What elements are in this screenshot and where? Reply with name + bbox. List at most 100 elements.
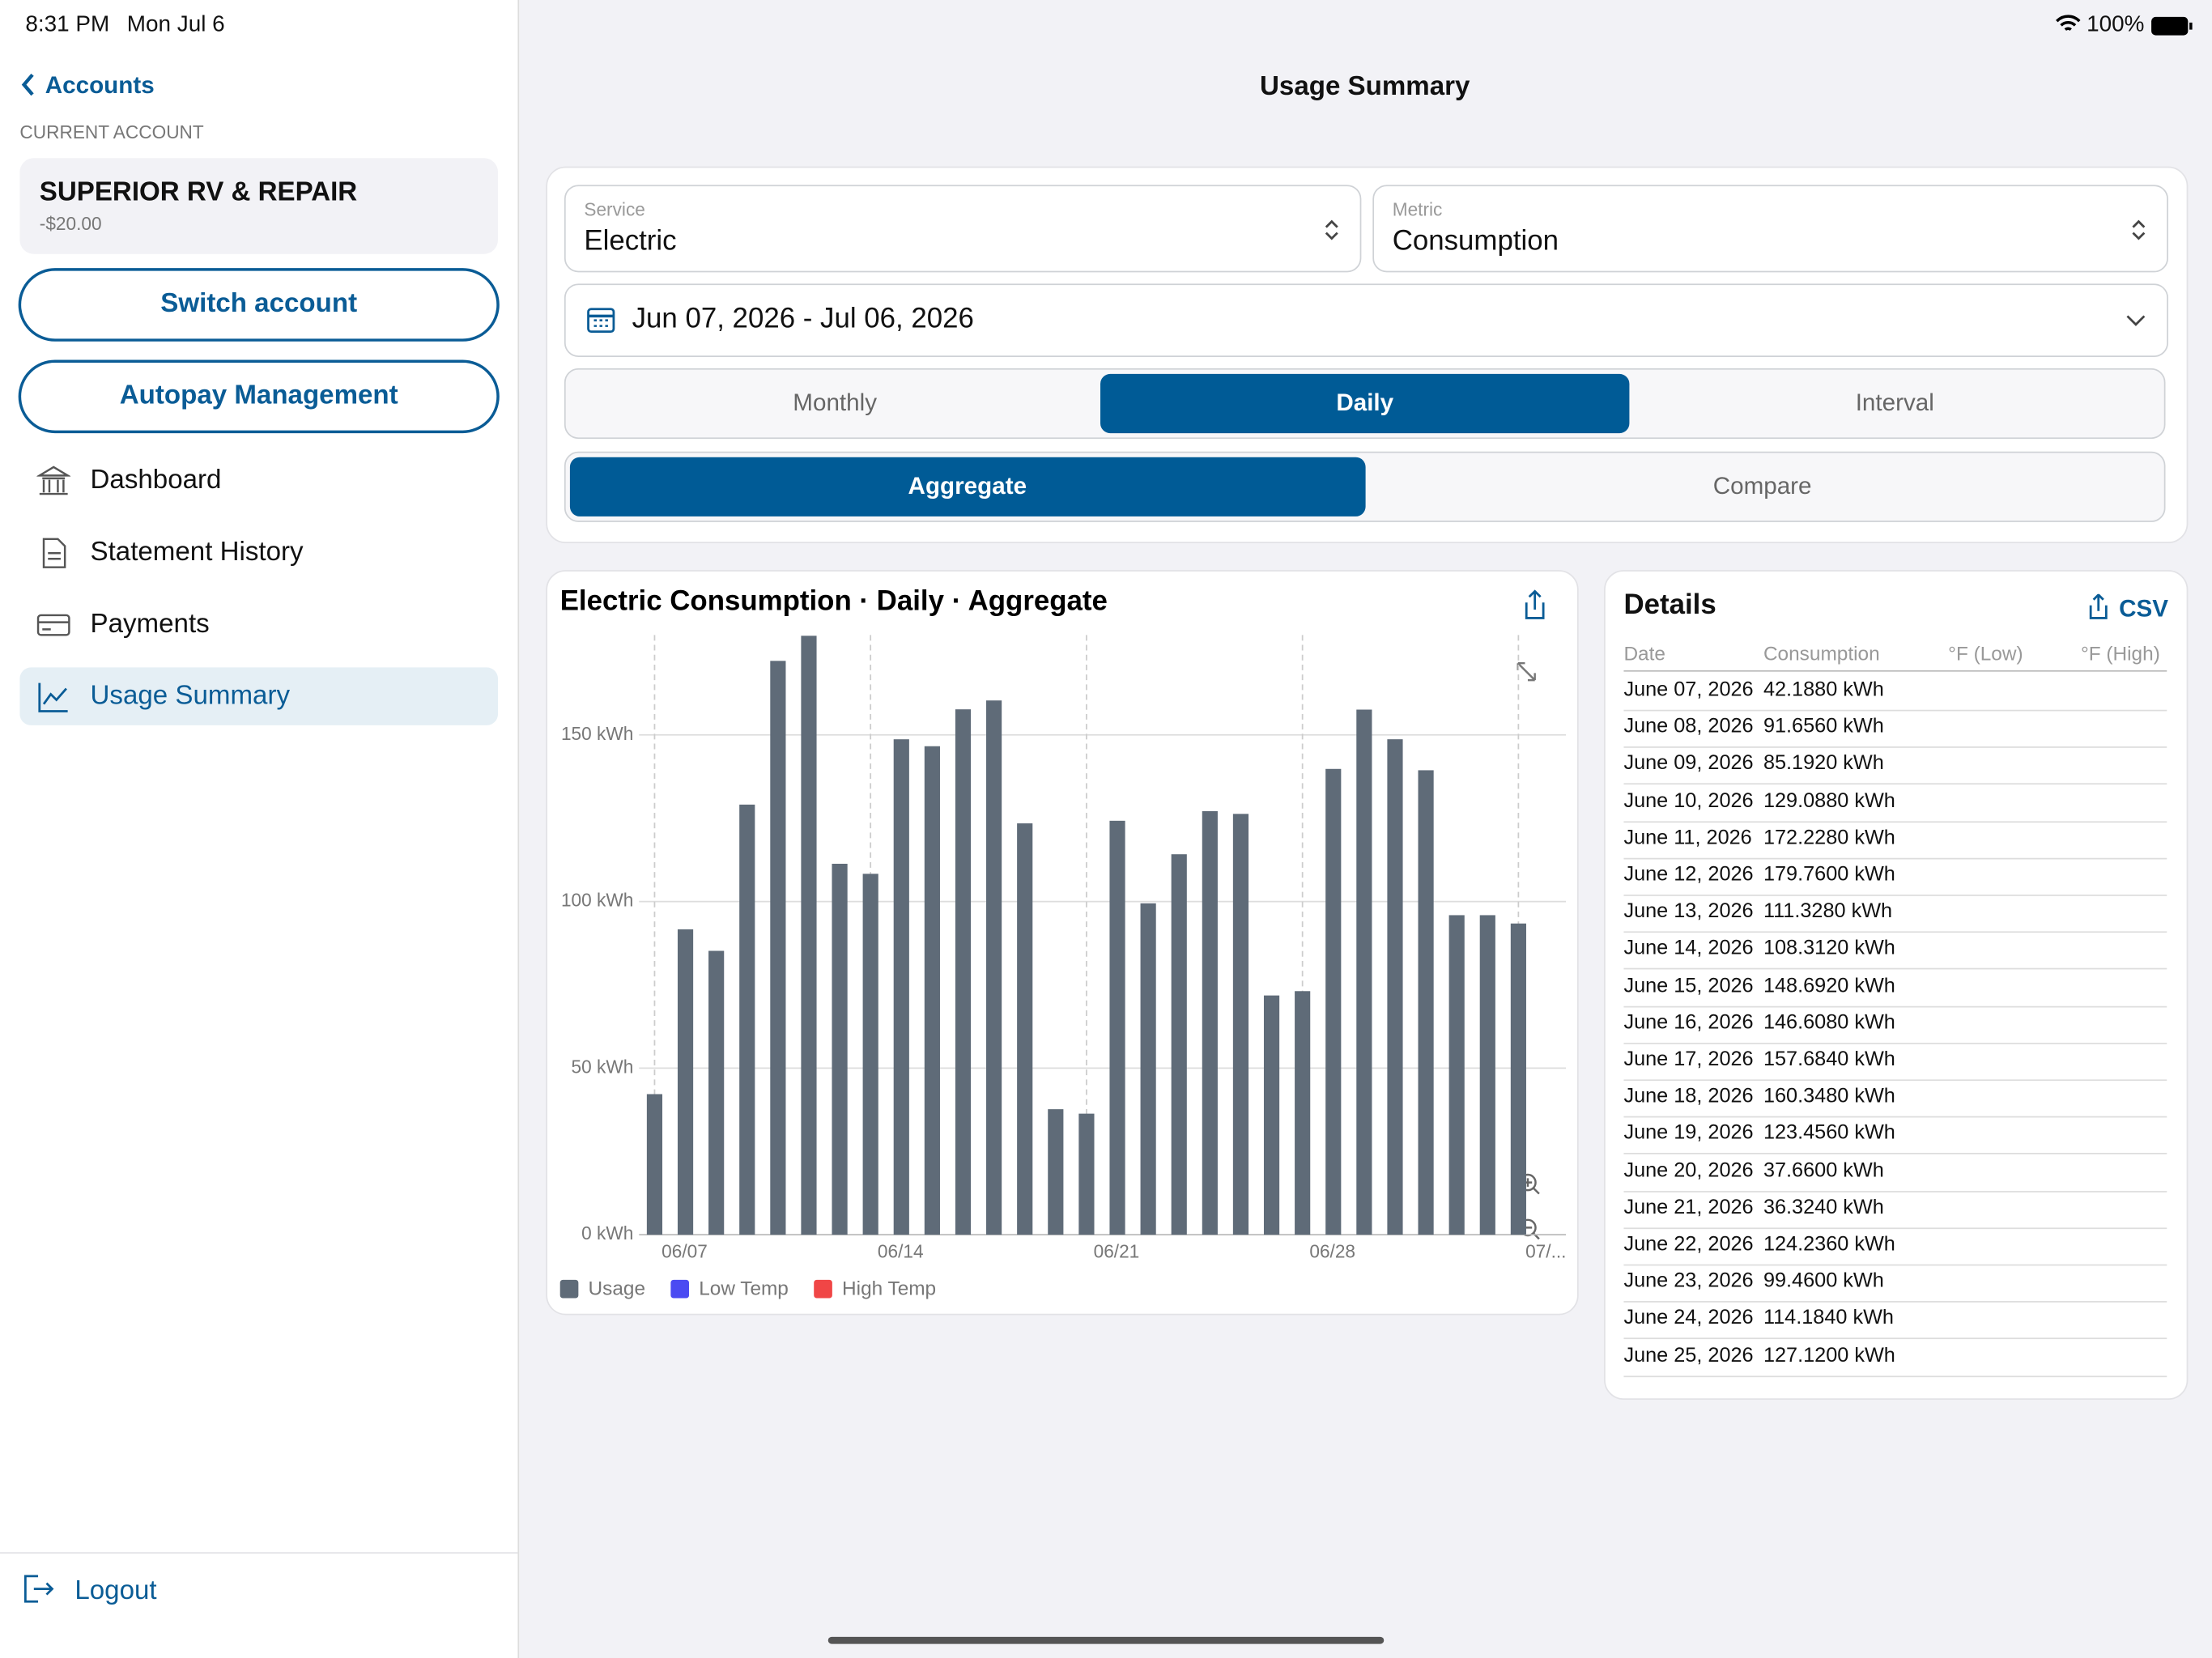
bar [1325,768,1342,1235]
nav-label: Payments [90,609,210,639]
legend-swatch [814,1279,832,1299]
table-cell: 114.1840 kWh [1763,1307,1894,1330]
nav-item[interactable]: Statement History [19,524,498,581]
table-cell: 160.3480 kWh [1763,1085,1895,1108]
header-divider [1623,670,2167,672]
bar [955,709,972,1235]
sidebar: 8:31 PM Mon Jul 6 Accounts CURRENT ACCOU… [0,0,520,1658]
back-button[interactable]: Accounts [19,72,155,100]
table-cell: June 07, 2026 [1623,678,1754,702]
metric-picker[interactable]: Metric Consumption [1372,185,2168,273]
row-divider [1623,746,2167,749]
x-tick-label: 06/21 [1094,1241,1140,1262]
table-cell: 172.2280 kWh [1763,827,1895,849]
updown-icon [2132,219,2146,240]
segment-tab[interactable]: Daily [1100,373,1631,434]
y-tick-label: 150 kWh [561,723,633,744]
table-cell: June 10, 2026 [1623,789,1754,813]
row-divider [1623,784,2167,785]
bar [739,804,755,1235]
logout-label: Logout [74,1575,157,1606]
account-name: SUPERIOR RV & REPAIR [39,177,358,208]
bar [1202,810,1218,1235]
switch-account-button[interactable]: Switch account [18,268,500,342]
table-cell: 111.3280 kWh [1763,900,1893,924]
row-divider [1623,1227,2167,1229]
csv-button[interactable]: CSV [2088,593,2168,624]
bar [1232,814,1249,1235]
table-cell: 146.6080 kWh [1763,1011,1895,1035]
autopay-button[interactable]: Autopay Management [18,359,500,434]
table-cell: June 23, 2026 [1623,1270,1754,1293]
segment-tab[interactable]: Monthly [793,389,878,417]
home-indicator [827,1636,1385,1644]
table-cell: 157.6840 kWh [1763,1048,1895,1071]
nav-item[interactable]: Payments [19,596,498,653]
bar [1171,854,1187,1235]
picker-label: Metric [1392,198,1443,220]
bar [708,950,725,1235]
share-icon[interactable] [1525,589,1545,619]
service-picker[interactable]: Service Electric [564,185,1362,273]
bar [1479,915,1495,1235]
table-cell: June 13, 2026 [1623,900,1754,924]
segment-tab[interactable]: Aggregate [569,457,1365,517]
row-divider [1623,709,2167,712]
expand-icon[interactable] [1516,661,1536,682]
row-divider [1623,895,2167,896]
details-title: Details [1623,589,1716,621]
chart-card: Electric Consumption · Daily · Aggregate… [546,570,1579,1316]
column-header: °F (High) [2080,642,2160,665]
details-card: Details CSV Date Consumption °F (Low) °F (H… [1604,570,2189,1401]
logout-button[interactable]: Logout [21,1572,157,1608]
table-cell: 36.3240 kWh [1763,1196,1884,1219]
row-divider [1623,1079,2167,1082]
segment-tab[interactable]: Interval [1855,389,1934,417]
y-tick-label: 0 kWh [581,1222,633,1244]
bar [1295,991,1311,1235]
page-title: Usage Summary [1260,71,1470,102]
csv-label: CSV [2119,595,2168,623]
table-cell: 37.6600 kWh [1763,1159,1884,1182]
nav-label: Dashboard [90,465,222,495]
bank-icon [36,465,71,495]
status-date: Mon Jul 6 [126,12,225,37]
bar [801,636,817,1235]
segment-tab[interactable]: Compare [1712,472,1812,500]
bar [1048,1109,1064,1235]
row-divider [1623,1301,2167,1303]
picker-value: Electric [584,225,677,257]
document-icon [42,537,66,568]
status-time: 8:31 PM [25,12,110,37]
table-cell: June 08, 2026 [1623,716,1754,738]
date-range-picker[interactable]: Jun 07, 2026 - Jul 06, 2026 [564,283,2168,357]
period-control: Monthly Daily Interval [564,368,2166,440]
nav-label: Usage Summary [90,680,291,711]
table-cell: June 25, 2026 [1623,1344,1754,1367]
bar [1017,823,1033,1235]
row-divider [1623,1264,2167,1266]
table-cell: 91.6560 kWh [1763,716,1884,738]
bar [646,1094,663,1235]
legend-label: High Temp [842,1278,936,1300]
legend-swatch [559,1279,579,1299]
x-tick-label: 06/14 [878,1241,924,1262]
table-cell: June 22, 2026 [1623,1233,1754,1256]
bar [1510,923,1526,1235]
table-cell: 179.7600 kWh [1763,863,1895,886]
nav-item[interactable]: Usage Summary [19,667,499,725]
table-cell: 108.3120 kWh [1763,937,1895,960]
bar [770,661,786,1235]
nav-item[interactable]: Dashboard [19,452,498,509]
chevron-icon [21,73,34,96]
nav-label: Statement History [90,537,304,567]
table-cell: June 21, 2026 [1623,1196,1754,1219]
table-cell: June 12, 2026 [1623,863,1754,886]
legend-label: Low Temp [699,1278,789,1300]
bar [677,929,694,1235]
bar [1418,770,1434,1235]
table-cell: June 19, 2026 [1623,1122,1754,1146]
share-icon [2089,593,2108,619]
